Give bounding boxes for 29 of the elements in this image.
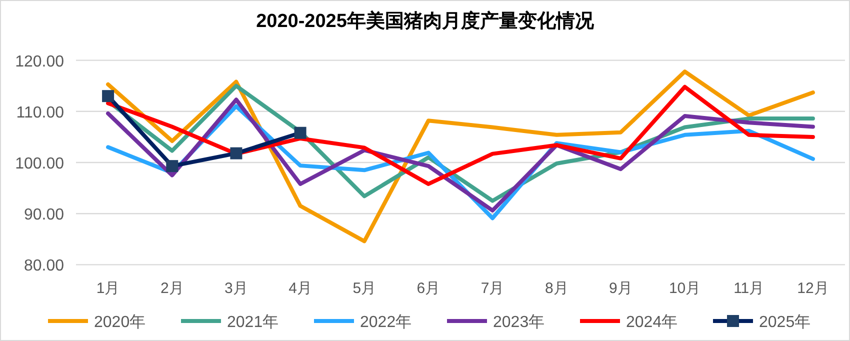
y-tick-label: 80.00 bbox=[24, 258, 64, 275]
legend-label: 2021年 bbox=[227, 314, 279, 331]
x-tick-label: 5月 bbox=[352, 280, 376, 297]
x-tick-label: 7月 bbox=[480, 280, 504, 297]
x-tick-label: 1月 bbox=[96, 280, 120, 297]
x-tick-label: 9月 bbox=[609, 280, 632, 297]
legend-label: 2022年 bbox=[360, 314, 412, 331]
x-tick-label: 3月 bbox=[224, 280, 248, 297]
line-series bbox=[106, 70, 815, 244]
legend-label: 2025年 bbox=[759, 314, 811, 331]
x-tick-label: 6月 bbox=[416, 280, 440, 297]
y-tick-label: 90.00 bbox=[24, 206, 64, 224]
y-tick-label: 110.00 bbox=[16, 104, 64, 122]
legend-label: 2023年 bbox=[493, 314, 545, 331]
y-tick-label: 100.00 bbox=[15, 156, 64, 172]
x-tick-label: 4月 bbox=[288, 280, 312, 297]
point bbox=[102, 90, 114, 102]
legend-label: 2024年 bbox=[626, 314, 678, 331]
point bbox=[166, 160, 178, 172]
x-tick-label: 11月 bbox=[734, 280, 764, 297]
x-tick-label: 12月 bbox=[797, 280, 829, 297]
x-tick-label: 2月 bbox=[160, 280, 184, 297]
x-tick-label: 8月 bbox=[544, 280, 568, 297]
legend-label: 2020年 bbox=[94, 314, 146, 331]
x-tick-label: 10月 bbox=[668, 280, 701, 297]
chart-title: 2020-2025年美国猪肉月度产量变化情况 bbox=[256, 10, 595, 32]
point bbox=[230, 147, 242, 160]
y-tick-label: 120.00 bbox=[15, 53, 64, 70]
point bbox=[294, 126, 306, 139]
